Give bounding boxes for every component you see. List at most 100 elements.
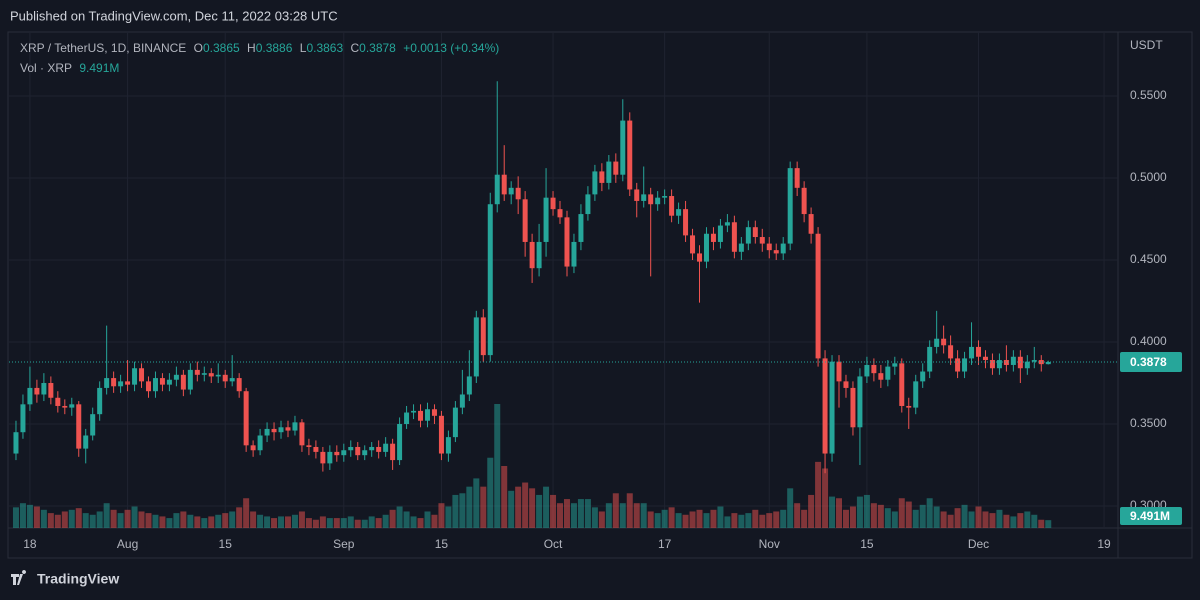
candle-body	[717, 225, 723, 242]
volume-bar	[96, 511, 103, 528]
plot-area	[9, 32, 1118, 528]
volume-bar	[47, 513, 54, 528]
candle-body	[773, 250, 779, 254]
volume-bar	[361, 519, 368, 528]
x-tick-label: Sep	[333, 537, 355, 551]
volume-bar	[26, 504, 33, 528]
candle-body	[104, 378, 110, 388]
candle-body	[83, 435, 89, 449]
logo-icon	[11, 570, 27, 585]
candle-body	[145, 381, 151, 392]
symbol: XRP / TetherUS, 1D, BINANCE	[20, 41, 187, 55]
volume-bar	[264, 516, 271, 528]
volume-bar	[389, 509, 396, 528]
x-tick-label: Nov	[759, 537, 780, 551]
volume-bar	[877, 504, 884, 528]
candle-body	[989, 360, 995, 369]
candle-body	[515, 187, 521, 200]
last-price-label: 0.3878	[1130, 355, 1167, 369]
open-letter: O	[193, 41, 203, 55]
volume-bar	[787, 488, 794, 528]
candle-body	[766, 243, 772, 251]
volume-bar	[382, 514, 389, 528]
candle-body	[669, 196, 675, 216]
candle-body	[264, 428, 270, 436]
last-price-box	[1120, 352, 1182, 373]
candle-body	[278, 427, 284, 433]
volume-bar	[849, 506, 856, 528]
candle-body	[445, 437, 451, 454]
candle-body	[34, 387, 40, 395]
volume-bar	[550, 494, 557, 528]
volume-box	[1120, 507, 1182, 525]
volume-bar	[996, 509, 1003, 528]
candle-body	[334, 451, 340, 456]
candle-body	[292, 422, 298, 431]
volume-bar	[668, 507, 675, 528]
volume-bar	[543, 486, 550, 528]
volume-bar	[12, 507, 19, 528]
candle-body	[871, 364, 877, 374]
candle-body	[606, 161, 612, 183]
candle-body	[180, 374, 186, 390]
volume-bar	[340, 518, 347, 528]
volume-bar	[508, 490, 515, 528]
volume-bar	[1024, 511, 1031, 528]
volume-bar	[494, 404, 501, 528]
candle-body	[320, 451, 326, 464]
candle-body	[76, 404, 82, 449]
candle-body	[236, 378, 242, 392]
volume-bar	[250, 511, 257, 528]
candle-body	[843, 381, 849, 388]
volume-bar	[1045, 520, 1052, 528]
volume-bar	[61, 511, 68, 528]
candle-body	[752, 227, 758, 238]
volume-bar	[829, 496, 836, 528]
candle-body	[822, 358, 828, 454]
y-tick-label: 0.3500	[1130, 416, 1167, 430]
candle-body	[132, 368, 138, 385]
volume-bar	[124, 509, 131, 528]
candle-body	[215, 374, 221, 377]
volume-bar	[110, 509, 117, 528]
volume-bar	[766, 513, 773, 528]
volume-bar	[284, 516, 291, 528]
volume-bar	[822, 468, 829, 528]
candle-body	[438, 415, 444, 454]
candle-body	[13, 432, 19, 454]
candle-body	[808, 214, 814, 234]
chart-frame	[7, 31, 1193, 559]
candle-body	[927, 346, 933, 372]
candle-body	[564, 217, 570, 267]
volume-bar	[410, 516, 417, 528]
volume-bar	[424, 511, 431, 528]
volume-bar	[159, 516, 166, 528]
volume-bar	[557, 503, 564, 528]
candle-body	[125, 381, 131, 385]
volume-bar	[145, 513, 152, 528]
candle-body	[641, 194, 647, 201]
volume-bar	[703, 513, 710, 528]
high-letter: H	[247, 41, 256, 55]
candle-body	[829, 361, 835, 454]
candle-body	[20, 404, 26, 433]
x-tick-label: 18	[23, 537, 37, 551]
volume-bar	[68, 509, 75, 528]
candle-body	[285, 427, 291, 431]
candle-body	[745, 227, 751, 244]
volume-bar	[738, 514, 745, 528]
volume-bar	[452, 494, 459, 528]
candle-body	[536, 241, 542, 269]
candle-body	[411, 410, 417, 413]
volume-bar	[626, 493, 633, 528]
candle-body	[369, 446, 375, 451]
volume-bar	[745, 513, 752, 528]
candle-body	[571, 241, 577, 267]
volume-bar	[605, 503, 612, 528]
volume-bar	[152, 514, 159, 528]
candle-body	[529, 241, 535, 269]
candle-body	[683, 209, 689, 236]
volume-bar	[522, 482, 529, 528]
